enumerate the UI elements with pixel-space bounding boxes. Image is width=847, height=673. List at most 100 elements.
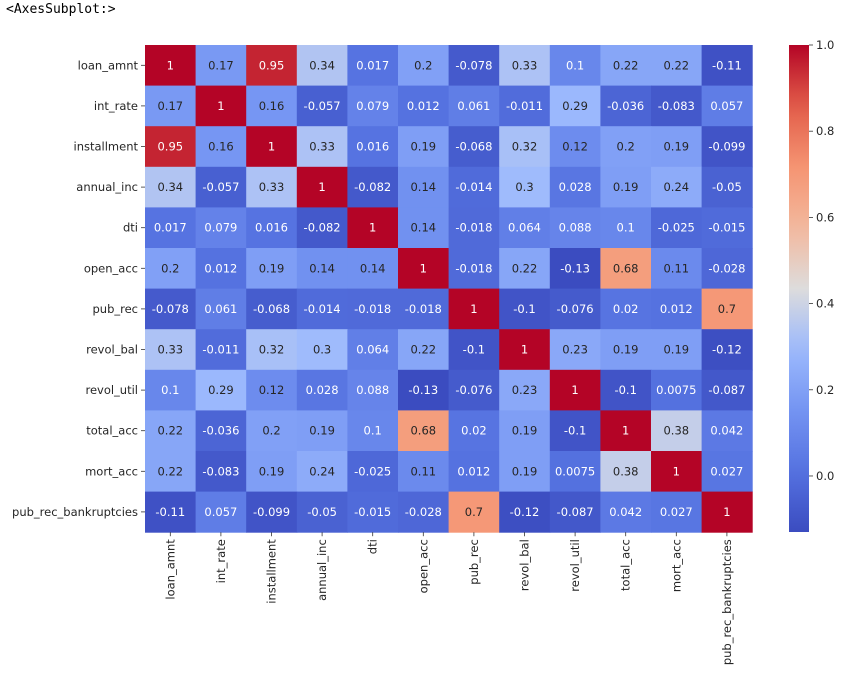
cell-annotation: 0.14 [360,261,386,275]
cell-annotation: 0.33 [259,180,285,194]
cell-annotation: 0.17 [157,99,183,113]
cell-annotation: 0.017 [356,58,389,72]
colorbar-tick-label: 0.0 [816,469,834,483]
heatmap-cell [549,491,601,533]
cell-annotation: -0.12 [712,343,742,357]
heatmap-cell [347,248,399,290]
cell-annotation: -0.028 [708,261,745,275]
heatmap-cell [296,85,348,127]
cell-annotation: -0.078 [152,302,189,316]
cell-annotation: 0.68 [410,424,436,438]
cell-annotation: 0.22 [663,58,689,72]
cell-annotation: -0.1 [513,302,535,316]
heatmap-cell [600,126,652,168]
heatmap-cell [398,288,450,330]
heatmap-cell [549,85,601,127]
cell-annotation: -0.078 [455,58,492,72]
cell-annotation: 0.016 [255,221,288,235]
heatmap-cell [195,288,247,330]
cell-annotation: 0.2 [262,424,280,438]
x-tick-label: mort_acc [669,539,683,592]
cell-annotation: -0.025 [658,221,695,235]
heatmap-cell [499,329,551,371]
heatmap-cell [701,369,753,411]
heatmap-cell [549,288,601,330]
heatmap-cell [600,451,652,493]
heatmap-cell [549,369,601,411]
heatmap-cell [651,369,703,411]
heatmap-cell [296,491,348,533]
heatmap-cell [600,288,652,330]
heatmap-cell [195,410,247,452]
cell-annotation: -0.068 [253,302,290,316]
colorbar-tick-label: 0.2 [816,383,834,397]
cell-annotation: 0.012 [204,261,237,275]
x-tick-label: pub_rec [467,539,481,585]
heatmap-cell [651,166,703,208]
cell-annotation: 0.14 [410,180,436,194]
cell-annotation: -0.057 [304,99,341,113]
heatmap-cell [398,207,450,249]
heatmap-cell [651,451,703,493]
heatmap-cell [701,207,753,249]
cell-annotation: -0.099 [708,140,745,154]
heatmap-cell [651,45,703,87]
heatmap-cell [296,451,348,493]
cell-annotation: 0.29 [208,383,234,397]
cell-annotation: -0.1 [463,343,485,357]
heatmap-cell [499,369,551,411]
cell-annotation: 0.22 [410,343,436,357]
heatmap-cell [398,248,450,290]
cell-annotation: 1 [318,180,325,194]
heatmap-cell [651,248,703,290]
heatmap-cell [145,369,197,411]
heatmap-cell [600,491,652,533]
cell-annotation: -0.11 [712,58,742,72]
cell-annotation: -0.05 [307,505,337,519]
heatmap-cell [347,329,399,371]
heatmap-cell [145,45,197,87]
cell-annotation: -0.018 [455,221,492,235]
heatmap-cell [651,410,703,452]
heatmap-cell [600,369,652,411]
cell-annotation: -0.087 [557,505,594,519]
heatmap-cell [600,410,652,452]
cell-annotation: 0.23 [512,383,538,397]
heatmap-cell [347,166,399,208]
cell-annotation: 0.33 [309,140,335,154]
heatmap-cell [651,288,703,330]
cell-annotation: 0.68 [613,261,639,275]
cell-annotation: 0.012 [407,99,440,113]
cell-annotation: -0.12 [510,505,540,519]
cell-annotation: 0.02 [461,424,487,438]
cell-annotation: 0.3 [313,343,331,357]
heatmap-cell [448,45,500,87]
heatmap-cell [448,85,500,127]
cell-annotation: 0.027 [710,464,743,478]
cell-annotation: 0.19 [259,464,285,478]
x-tick-label: revol_bal [518,539,532,591]
cell-annotation: -0.083 [658,99,695,113]
heatmap-cell [701,329,753,371]
cell-annotation: -0.057 [202,180,239,194]
heatmap-cell [347,85,399,127]
cell-annotation: 0.14 [410,221,436,235]
y-tick-label: open_acc [84,261,138,275]
y-tick-label: total_acc [86,424,138,438]
cell-annotation: 0.042 [710,424,743,438]
heatmap-cell [246,207,298,249]
cell-annotation: 0.33 [157,343,183,357]
heatmap-cell [347,126,399,168]
cell-annotation: 0.16 [259,99,285,113]
colorbar-tick-label: 0.6 [816,210,834,224]
heatmap-cell [600,45,652,87]
heatmap-cell [347,491,399,533]
cell-annotation: -0.036 [607,99,644,113]
heatmap-cell [246,126,298,168]
heatmap-cell [448,410,500,452]
heatmap-cell [145,329,197,371]
cell-annotation: 0.017 [154,221,187,235]
cell-annotation: 0.19 [410,140,436,154]
heatmap-cell [549,166,601,208]
cell-annotation: 0.027 [660,505,693,519]
